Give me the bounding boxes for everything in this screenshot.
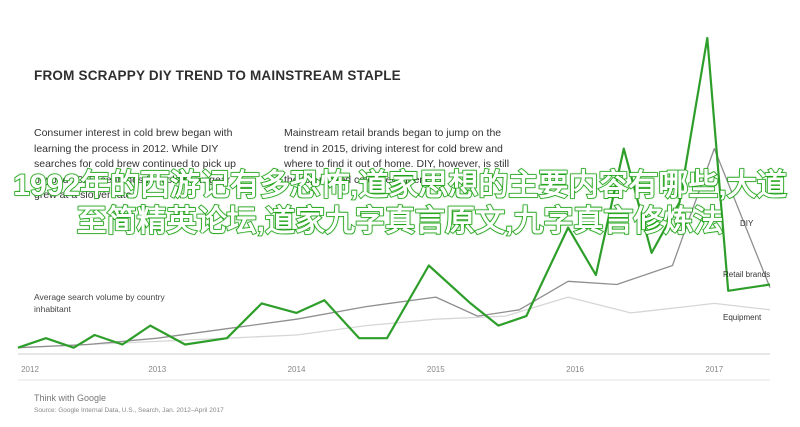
- x-tick-label: 2014: [288, 365, 306, 374]
- series-label-diy: DIY: [740, 219, 754, 228]
- x-tick-label: 2017: [705, 365, 723, 374]
- series-line-equipment: [17, 296, 771, 349]
- chart-title: FROM SCRAPPY DIY TREND TO MAINSTREAM STA…: [34, 68, 401, 83]
- x-tick-label: 2016: [566, 365, 584, 374]
- overlay-caption: 1992年的西游记有多恐怖,道家思想的主要内容有哪些,大道至简精英论坛,道家九字…: [12, 168, 787, 239]
- series-line-diy: [17, 36, 771, 349]
- x-tick-label: 2012: [21, 365, 39, 374]
- footer-brand: Think with Google: [34, 393, 107, 403]
- y-axis-label: Average search volume by country inhabit…: [34, 292, 165, 314]
- annotation-diy: Consumer interest in cold brew began wit…: [34, 127, 236, 201]
- annotation-retail: Mainstream retail brands began to jump o…: [284, 127, 510, 186]
- x-tick-label: 2015: [427, 365, 445, 374]
- series-label-retail-brands: Retail brands: [723, 270, 771, 279]
- x-tick-label: 2013: [148, 365, 166, 374]
- footer-source: Source: Google Internal Data, U.S., Sear…: [34, 407, 224, 414]
- series-label-equipment: Equipment: [723, 313, 762, 322]
